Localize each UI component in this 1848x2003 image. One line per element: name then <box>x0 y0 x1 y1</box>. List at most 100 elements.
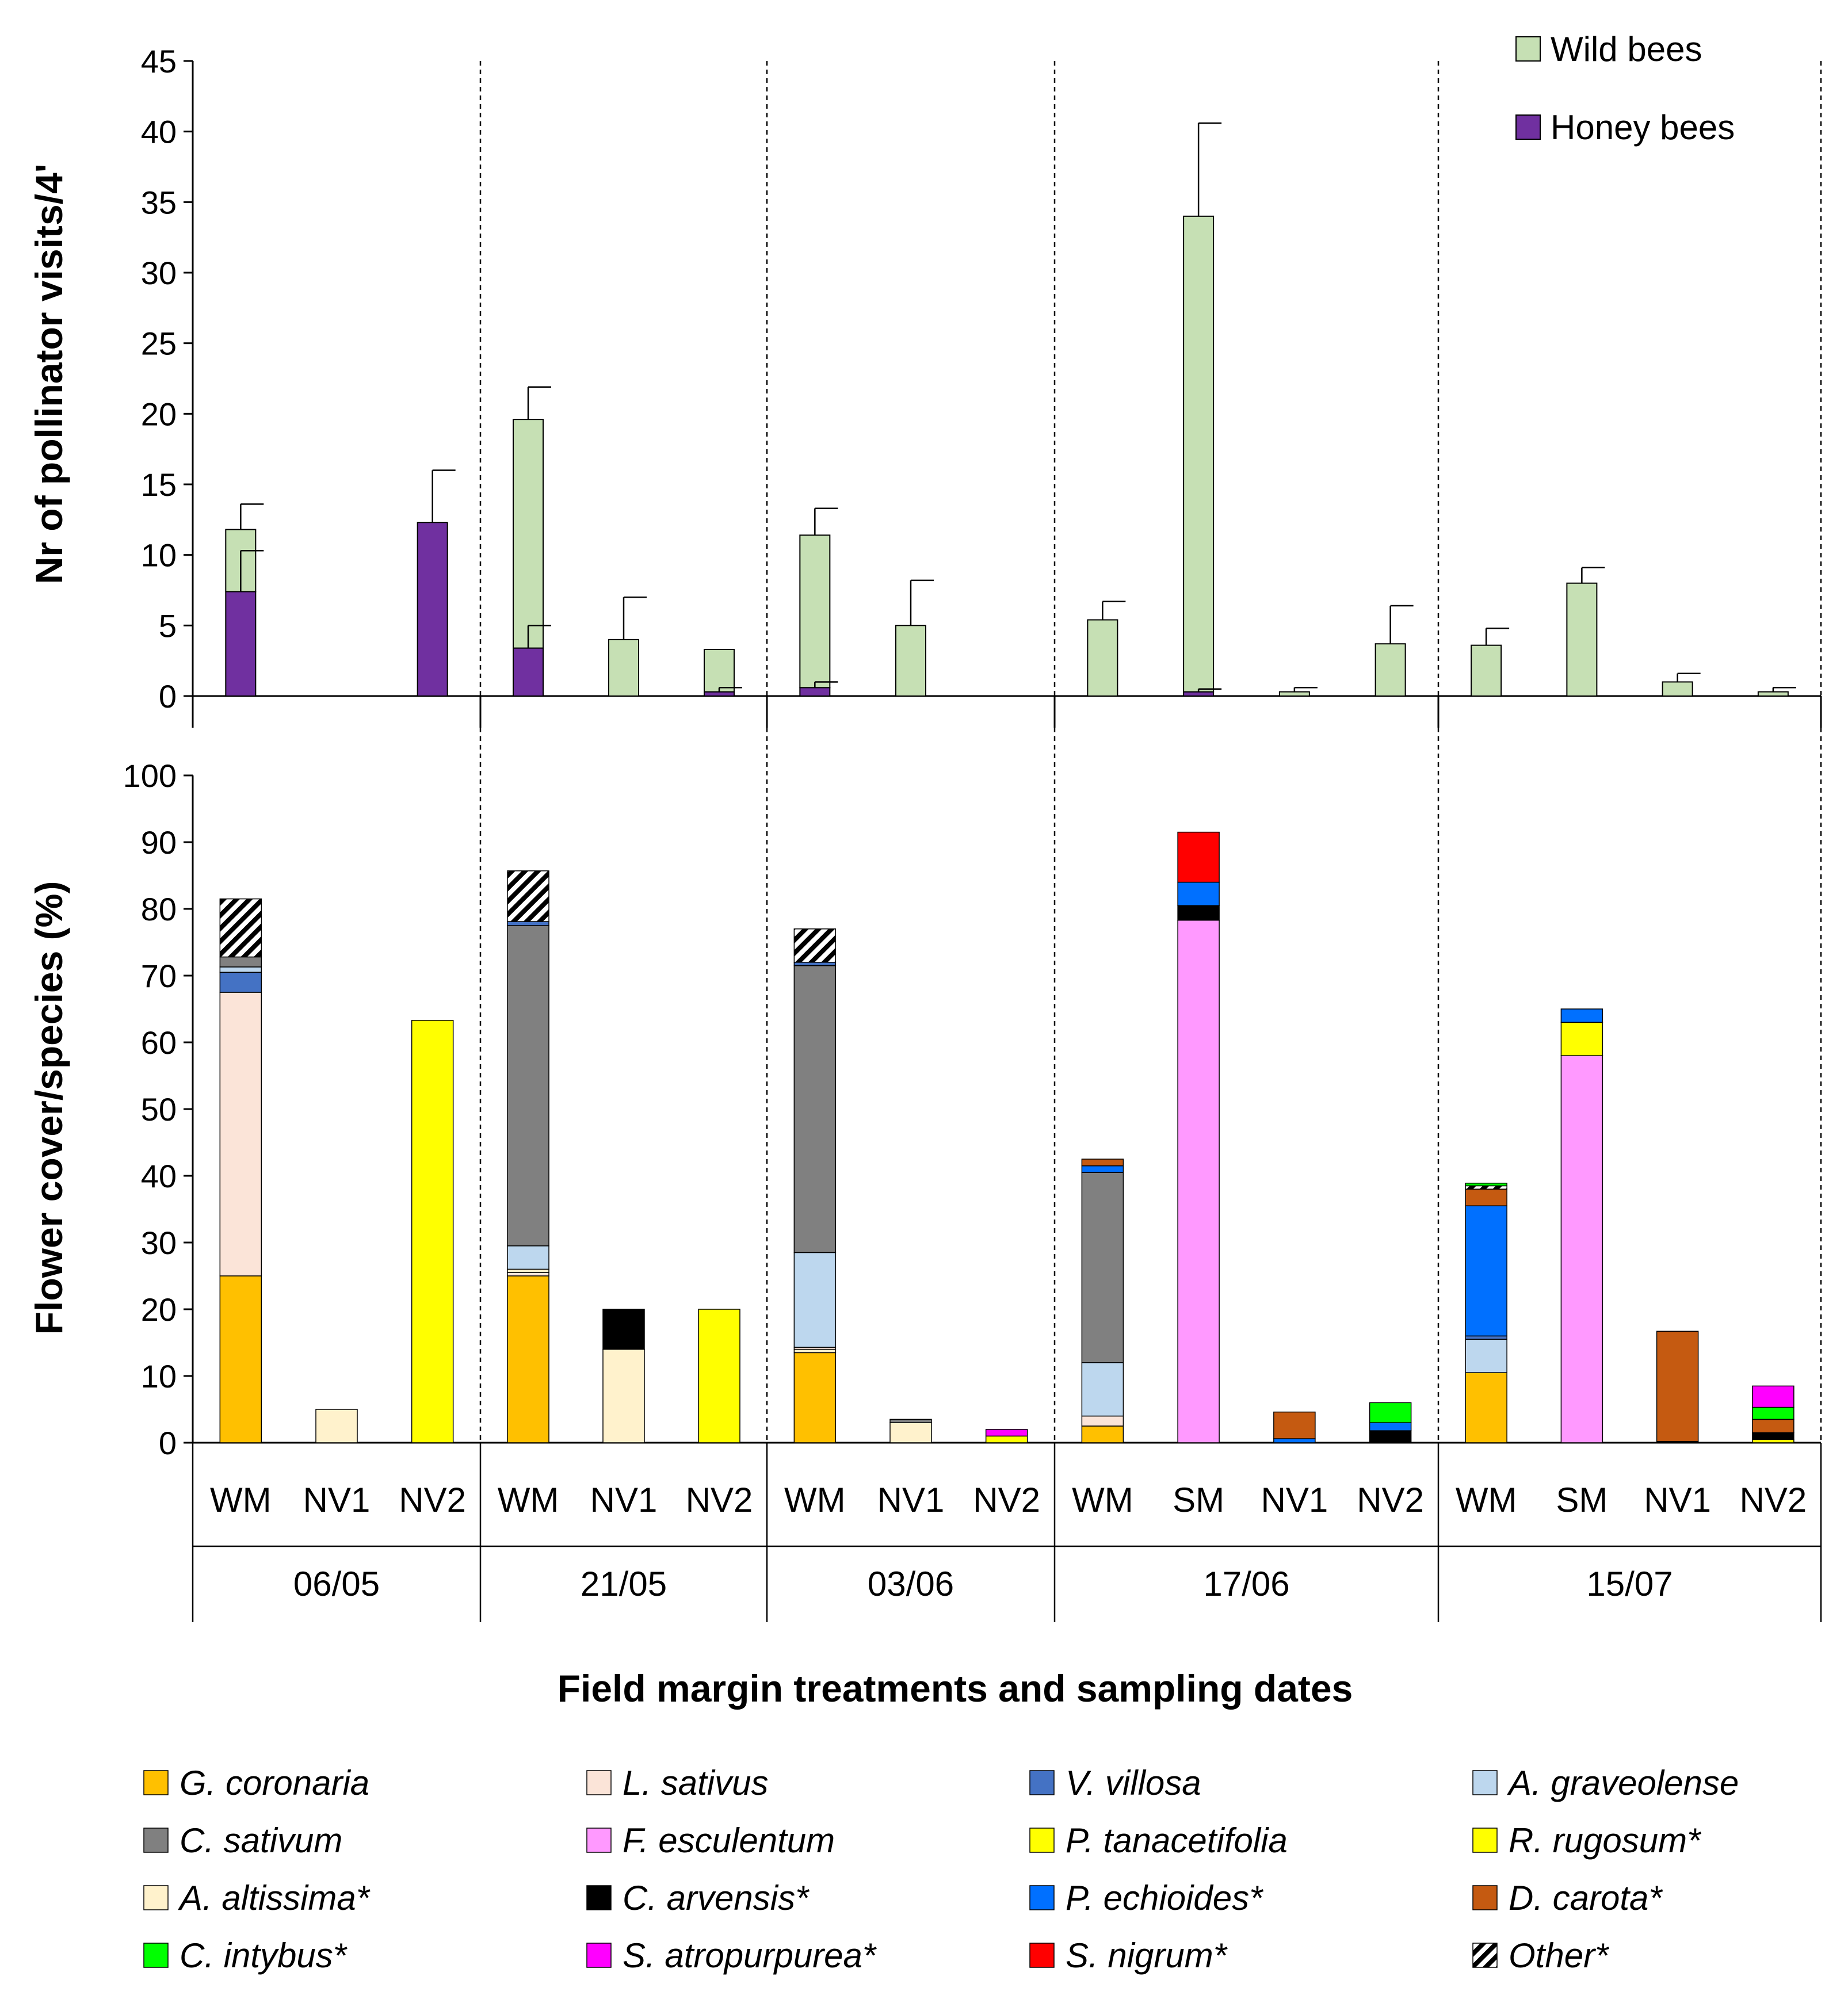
legend-swatch-ci <box>143 1943 169 1968</box>
x-category-label: NV1 <box>877 1481 945 1519</box>
legend-swatch-ca <box>586 1885 612 1910</box>
cover-segment-rr <box>1560 1022 1603 1056</box>
cover-segment-ag <box>219 966 262 973</box>
x-category-label: NV2 <box>686 1481 753 1519</box>
y-tick-label: 40 <box>141 114 177 150</box>
cover-segment-pe <box>1273 1438 1316 1443</box>
y-tick-label: 25 <box>141 326 177 362</box>
honey-bees-bar <box>513 647 544 697</box>
cover-segment-ca <box>1177 905 1220 921</box>
cover-segment-ls <box>1081 1415 1124 1427</box>
legend-label: R. rugosum* <box>1509 1821 1701 1860</box>
legend-label: L. sativus <box>623 1764 768 1802</box>
legend-swatch-ls <box>586 1770 612 1795</box>
y-tick-label: 30 <box>141 255 177 291</box>
legend-swatch-fe <box>586 1828 612 1853</box>
cover-segment-aa <box>315 1409 358 1443</box>
honey-bees-bar <box>417 522 448 697</box>
wild-bees-bar <box>608 639 639 697</box>
cover-segment-ca <box>1369 1430 1412 1443</box>
legend-swatch-vv <box>1029 1770 1055 1795</box>
cover-segment-ca <box>1752 1432 1794 1440</box>
legend-swatch-ot <box>1472 1943 1498 1968</box>
legend-label: S. atropurpurea* <box>623 1936 877 1975</box>
y-tick-label: 30 <box>141 1225 177 1261</box>
cover-segment-vv <box>219 972 262 993</box>
cover-segment-ag <box>1465 1339 1507 1373</box>
y-tick-label: 60 <box>141 1025 177 1061</box>
x-category-label: NV1 <box>1644 1481 1711 1519</box>
cover-segment-cs <box>1081 1172 1124 1363</box>
cover-segment-gc <box>219 1275 262 1443</box>
legend-swatch-aa <box>143 1885 169 1910</box>
wild-bees-bar <box>1374 643 1406 697</box>
cover-segment-dc <box>1273 1411 1316 1439</box>
cover-segment-sn <box>1177 831 1220 883</box>
cover-segment-gc <box>1081 1425 1124 1443</box>
cover-segment-ag <box>793 1252 837 1348</box>
cover-segment-aa <box>793 1348 837 1354</box>
honey-bees-swatch <box>1515 114 1541 140</box>
x-category-label: SM <box>1173 1481 1224 1519</box>
honey-bees-bar <box>1183 691 1215 697</box>
cover-segment-pe <box>1081 1165 1124 1173</box>
x-category-label: WM <box>784 1481 846 1519</box>
cover-segment-vv <box>507 921 549 926</box>
cover-segment-dc <box>1752 1419 1794 1434</box>
legend-label: C. arvensis* <box>623 1879 810 1917</box>
y-tick-label: 10 <box>141 1358 177 1394</box>
legend-label: S. nigrum* <box>1066 1936 1228 1975</box>
legend-label: A. graveolense <box>1507 1764 1739 1802</box>
cover-segment-ot <box>507 870 549 922</box>
honey-bees-bar <box>704 691 735 697</box>
cover-segment-gc <box>793 1352 837 1443</box>
y-tick-label: 35 <box>141 184 177 220</box>
wild-bees-bar <box>895 625 926 697</box>
cover-segment-vv <box>1465 1335 1507 1340</box>
cover-segment-ot <box>1465 1185 1507 1190</box>
cover-segment-ls <box>507 1272 549 1276</box>
wild-bees-bar <box>1183 215 1215 693</box>
x-axis-category-table: WM NV1 NV2 06/05 WM NV1 NV2 21/05 WM NV1 NV2 03/06 W… <box>192 1443 1822 1622</box>
y-tick-label: 15 <box>141 467 177 503</box>
legend-swatch-rr <box>1472 1828 1498 1853</box>
top-y-axis-title: Nr of pollinator visits/4' <box>28 164 70 584</box>
legend-swatch-ag <box>1472 1770 1498 1795</box>
cover-segment-ot <box>793 928 837 963</box>
x-category-label: NV1 <box>590 1481 658 1519</box>
x-category-label: NV2 <box>1357 1481 1424 1519</box>
wild-bees-bar <box>799 534 831 689</box>
pollinator-chart: 0 5 10 15 20 25 30 35 40 45 <box>141 43 1822 728</box>
legend-label: C. sativum <box>180 1821 342 1860</box>
y-tick-label: 80 <box>141 891 177 927</box>
honey-bees-bar <box>799 687 831 697</box>
legend-swatch-dc <box>1472 1885 1498 1910</box>
honey-bees-bar <box>225 591 257 697</box>
cover-segment-ci <box>1465 1183 1507 1187</box>
wild-bees-swatch <box>1515 36 1541 62</box>
x-category-label: WM <box>210 1481 272 1519</box>
legend-label: Other* <box>1509 1936 1609 1975</box>
x-category-label: NV2 <box>1740 1481 1807 1519</box>
cover-segment-dc <box>1656 1331 1699 1442</box>
bottom-y-axis-title: Flower cover/species (%) <box>28 881 70 1335</box>
wild-bees-bar <box>1566 582 1598 697</box>
y-tick-label: 70 <box>141 958 177 994</box>
x-date-label: 15/07 <box>1586 1565 1673 1603</box>
legend-label: Honey bees <box>1551 108 1735 147</box>
y-tick-label: 90 <box>141 824 177 861</box>
x-category-label: WM <box>498 1481 559 1519</box>
legend-swatch-cs <box>143 1828 169 1853</box>
wild-bees-bar <box>513 419 544 649</box>
cover-segment-cs <box>793 965 837 1253</box>
legend-label: G. coronaria <box>180 1764 369 1802</box>
legend-swatch-pt <box>1029 1828 1055 1853</box>
cover-segment-ag <box>507 1245 549 1270</box>
cover-segment-vv <box>793 962 837 966</box>
y-tick-label: 50 <box>141 1091 177 1127</box>
cover-segment-sa <box>985 1429 1028 1437</box>
cover-segment-dc <box>1081 1159 1124 1167</box>
legend-label: A. altissima* <box>178 1879 371 1917</box>
legend-label: Wild bees <box>1551 30 1702 68</box>
